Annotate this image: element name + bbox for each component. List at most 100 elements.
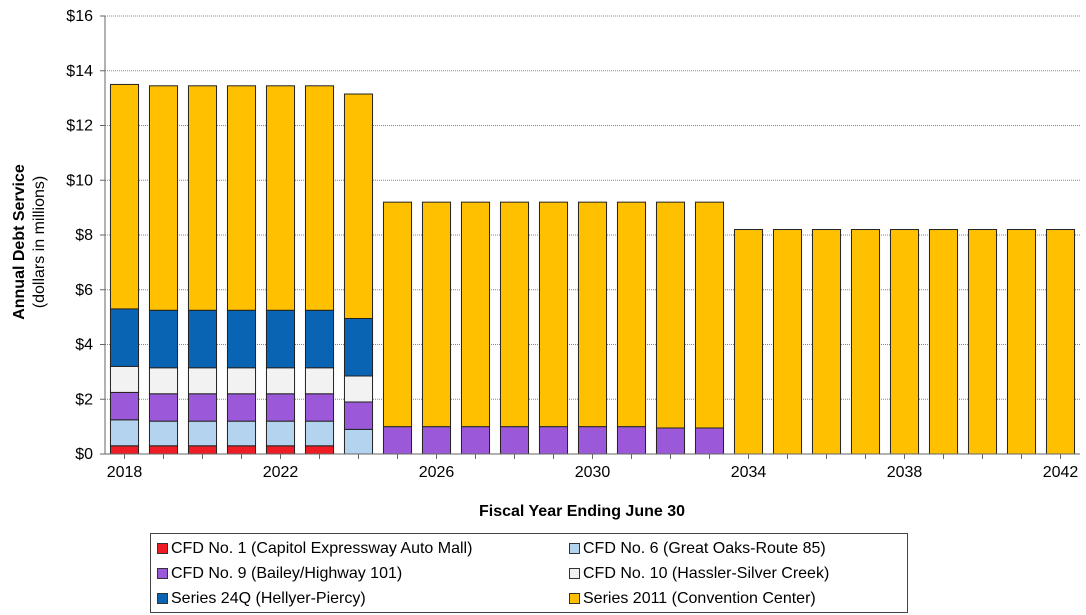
- bar-segment: [304, 420, 335, 447]
- bar-segment: [1045, 229, 1076, 455]
- legend-item: CFD No. 10 (Hassler-Silver Creek): [569, 565, 829, 583]
- bar-segment: [850, 229, 881, 455]
- legend-swatch: [157, 568, 168, 579]
- bar-segment: [421, 426, 452, 455]
- axes: [100, 15, 1080, 459]
- y-tick-labels: $0 $2 $4 $6 $8 $10 $12 $14 $16: [66, 8, 93, 463]
- x-tick-label: 2042: [1043, 464, 1079, 481]
- bar-segment: [694, 201, 725, 429]
- x-tick-label: 2038: [887, 464, 923, 481]
- y-axis-subtitle: (dollars in millions): [31, 176, 48, 308]
- bar-segment: [265, 393, 296, 422]
- bar-segment: [148, 309, 179, 369]
- y-tick-label: $0: [75, 446, 93, 463]
- bar-segment: [343, 375, 374, 403]
- bar-segment: [616, 201, 647, 428]
- bar-segment: [265, 445, 296, 455]
- bar-segment: [226, 309, 257, 369]
- bar-segment: [304, 309, 335, 369]
- y-tick-label: $12: [66, 118, 93, 135]
- y-tick-label: $10: [66, 172, 93, 189]
- y-tick-label: $8: [75, 227, 93, 244]
- bar-segment: [109, 365, 140, 393]
- x-tick-label: 2034: [731, 464, 767, 481]
- bar-segment: [226, 393, 257, 422]
- bar-segment: [382, 201, 413, 428]
- legend-label: CFD No. 10 (Hassler-Silver Creek): [583, 565, 830, 582]
- bar-segment: [226, 367, 257, 395]
- bar-segment: [226, 85, 257, 311]
- bar-segment: [694, 427, 725, 455]
- bar-segment: [187, 85, 218, 311]
- bar-segment: [265, 367, 296, 395]
- legend-swatch: [569, 543, 580, 554]
- x-tick-label: 2018: [107, 464, 143, 481]
- bar-segment: [265, 85, 296, 311]
- bar-segment: [538, 426, 569, 455]
- x-tick-label: 2022: [263, 464, 299, 481]
- bar-segment: [109, 391, 140, 421]
- y-axis-title: Annual Debt Service: [11, 164, 28, 320]
- bar-segment: [226, 420, 257, 447]
- y-tick-label: $14: [66, 63, 93, 80]
- bar-segment: [187, 420, 218, 447]
- bar-segment: [733, 229, 764, 455]
- bar-segment: [538, 201, 569, 428]
- legend-label: Series 2011 (Convention Center): [583, 590, 816, 607]
- bar-segment: [1006, 229, 1037, 455]
- y-tick-label: $4: [75, 337, 93, 354]
- bar-segment: [421, 201, 452, 428]
- bar-segment: [109, 419, 140, 447]
- bar-segment: [109, 308, 140, 367]
- bar-segment: [148, 367, 179, 395]
- bar-segment: [304, 445, 335, 455]
- bar-segment: [460, 426, 491, 455]
- bar-segment: [655, 201, 686, 429]
- legend-item: Series 2011 (Convention Center): [569, 590, 816, 608]
- bar-segment: [811, 229, 842, 455]
- bar-segment: [109, 83, 140, 310]
- legend-label: CFD No. 1 (Capitol Expressway Auto Mall): [171, 540, 473, 557]
- legend-item: CFD No. 9 (Bailey/Highway 101): [157, 565, 402, 583]
- legend-item: Series 24Q (Hellyer-Piercy): [157, 590, 366, 608]
- bar-segment: [655, 427, 686, 455]
- legend-label: CFD No. 6 (Great Oaks-Route 85): [583, 540, 826, 557]
- y-tick-label: $6: [75, 282, 93, 299]
- legend-item: CFD No. 6 (Great Oaks-Route 85): [569, 540, 826, 558]
- bar-segment: [148, 420, 179, 447]
- bar-segment: [187, 367, 218, 395]
- bar-segment: [265, 420, 296, 447]
- bar-segment: [499, 201, 530, 428]
- bar-segment: [343, 401, 374, 430]
- bar-segment: [967, 229, 998, 455]
- x-tick-labels: 2018 2022 2026 2030 2034 2038 2042: [107, 464, 1079, 481]
- bar-segment: [343, 428, 374, 455]
- bar-segment: [109, 445, 140, 455]
- bar-segment: [148, 393, 179, 422]
- bar-segment: [577, 426, 608, 455]
- legend-swatch: [157, 543, 168, 554]
- legend-swatch: [569, 568, 580, 579]
- legend: CFD No. 1 (Capitol Expressway Auto Mall)…: [150, 533, 908, 613]
- bar-segment: [889, 229, 920, 455]
- bar-segment: [460, 201, 491, 428]
- bar-stacks: [109, 83, 1076, 455]
- bar-segment: [148, 445, 179, 455]
- x-tick-label: 2030: [575, 464, 611, 481]
- bar-segment: [772, 229, 803, 455]
- legend-swatch: [569, 593, 580, 604]
- legend-item: CFD No. 1 (Capitol Expressway Auto Mall): [157, 540, 472, 558]
- legend-swatch: [157, 593, 168, 604]
- bar-segment: [616, 426, 647, 455]
- legend-label: Series 24Q (Hellyer-Piercy): [171, 590, 366, 607]
- bar-segment: [499, 426, 530, 455]
- bar-segment: [304, 367, 335, 395]
- bar-segment: [304, 85, 335, 311]
- y-tick-label: $16: [66, 8, 93, 25]
- bar-segment: [343, 93, 374, 319]
- y-tick-label: $2: [75, 391, 93, 408]
- bar-segment: [148, 85, 179, 311]
- x-tick-label: 2026: [419, 464, 455, 481]
- bar-segment: [226, 445, 257, 455]
- debt-service-chart: $0$2$4$6$8$10$12$14$16 2018 2022 2026 2030 2…: [11, 8, 1080, 520]
